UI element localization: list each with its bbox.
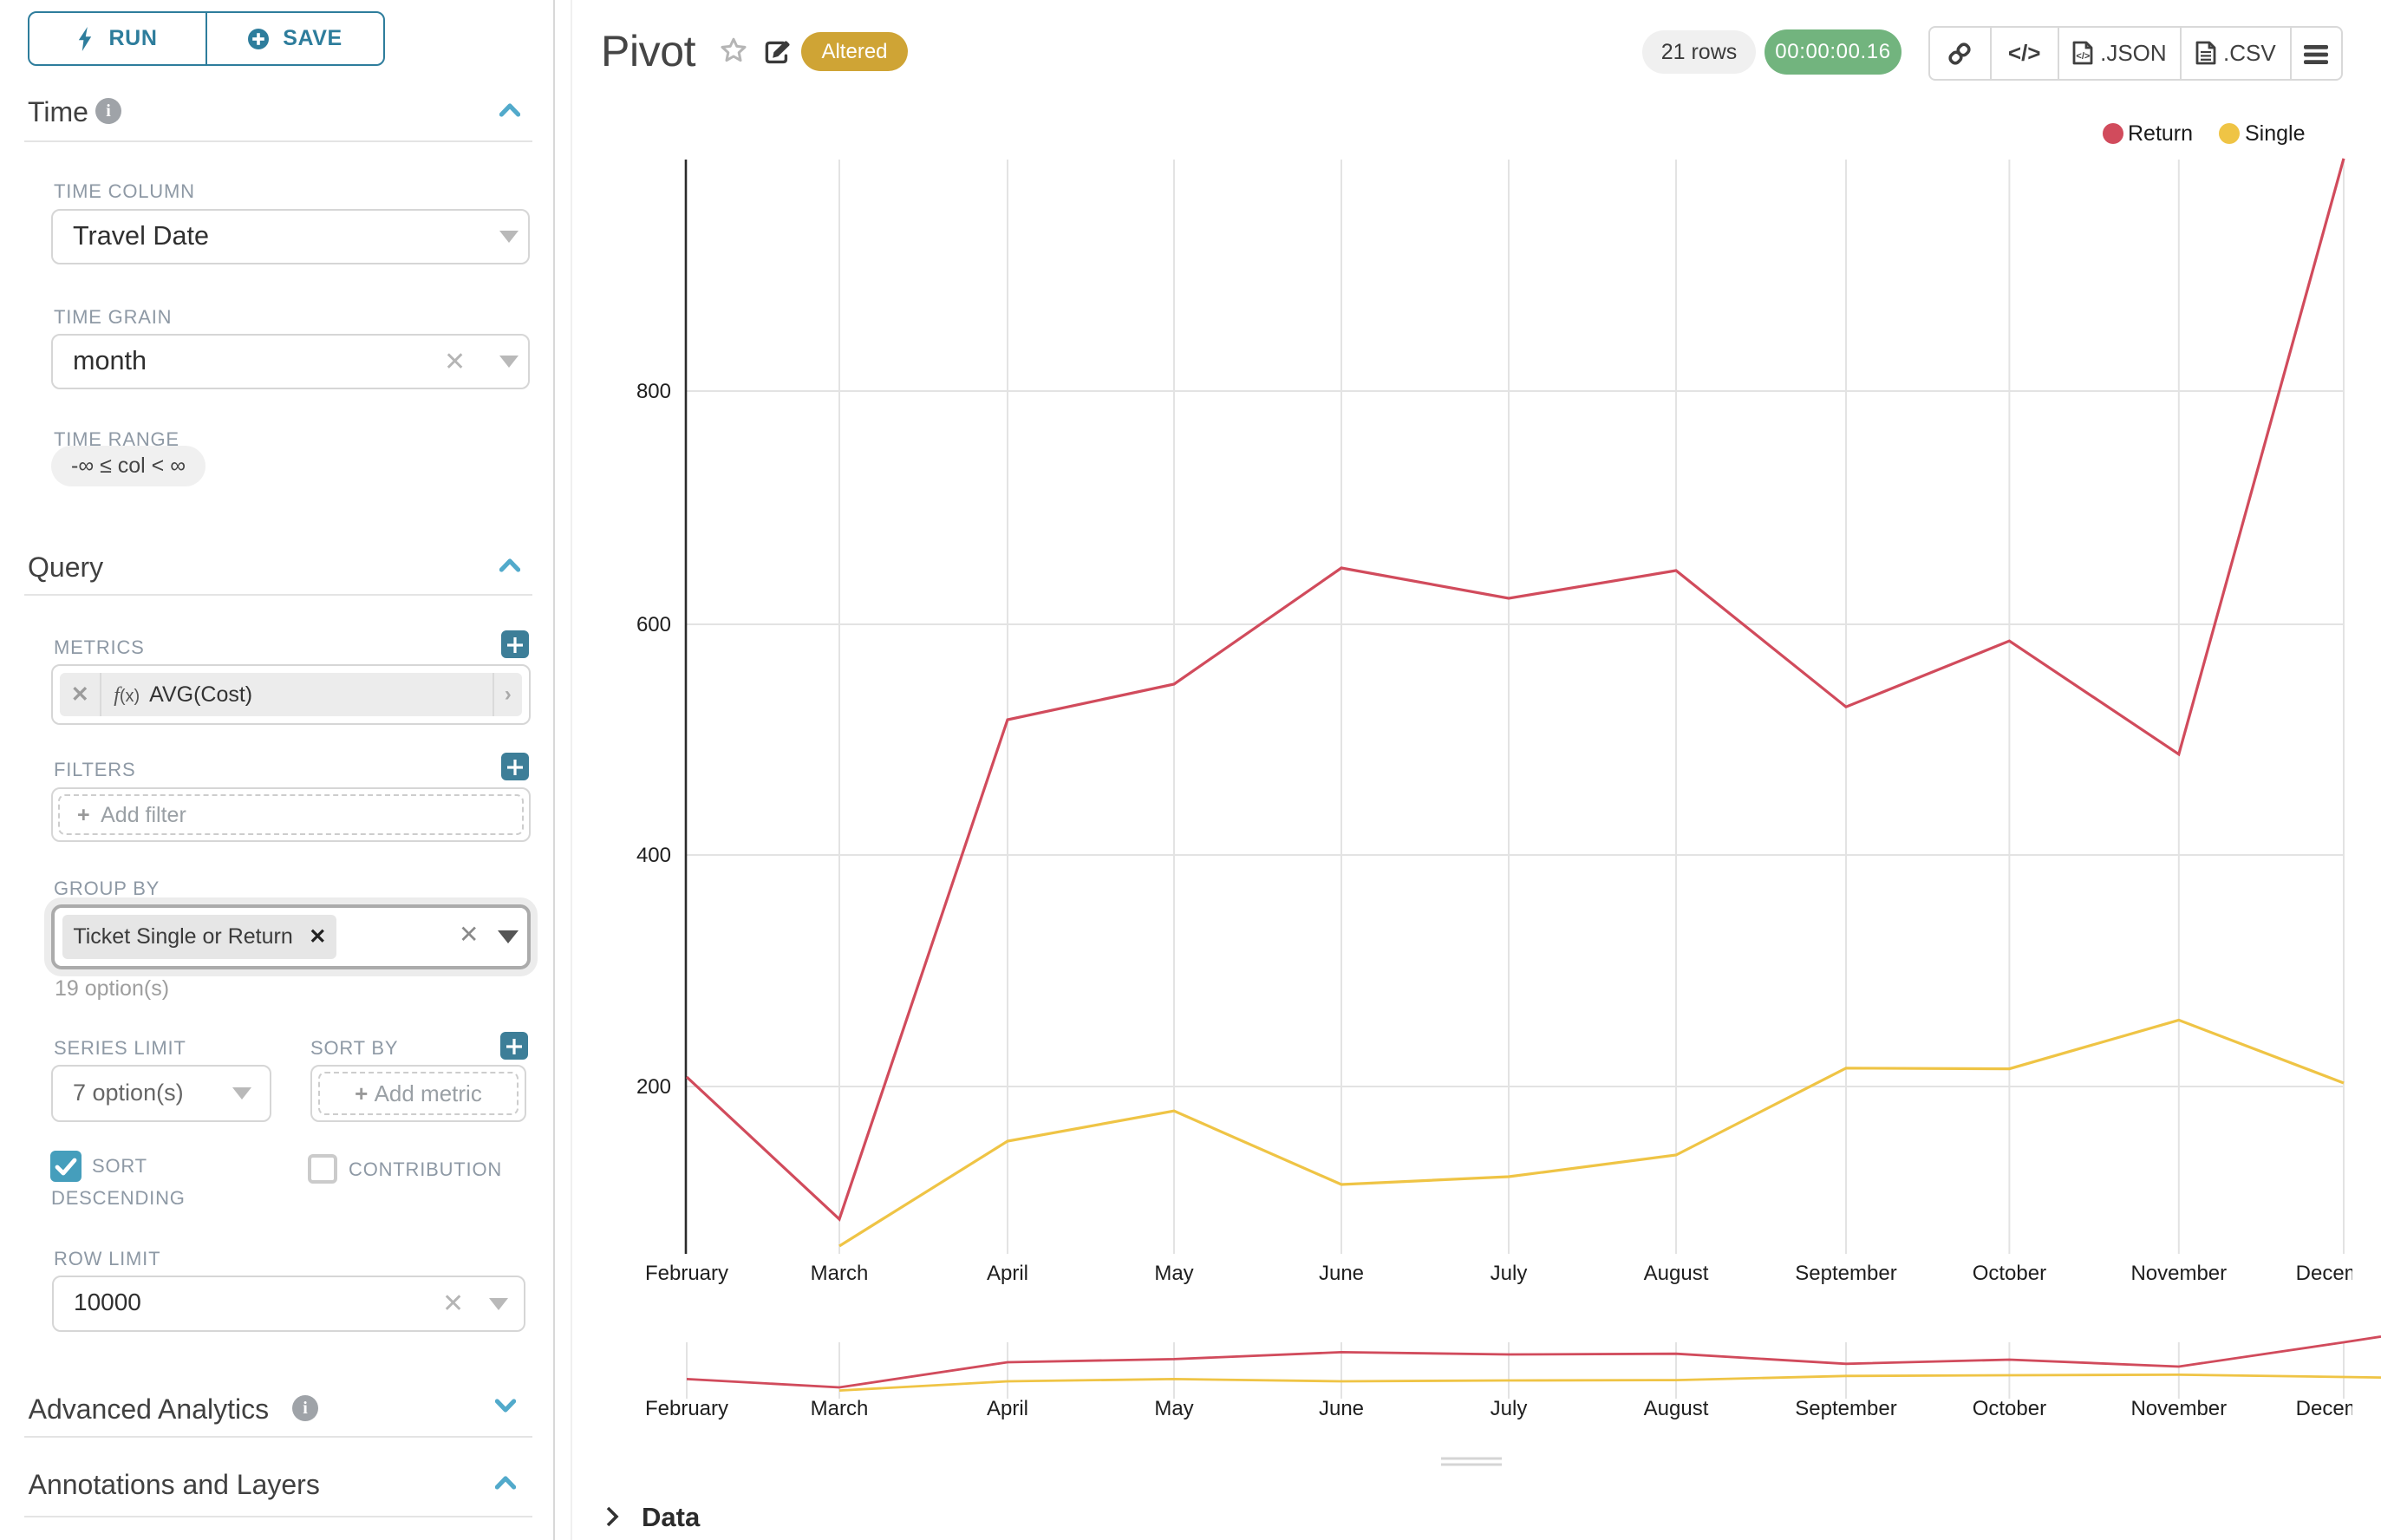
- svg-text:800: 800: [636, 380, 671, 403]
- svg-text:November: November: [2130, 1262, 2227, 1285]
- svg-text:June: June: [1319, 1397, 1364, 1420]
- svg-text:August: August: [1644, 1262, 1709, 1285]
- svg-text:August: August: [1644, 1397, 1709, 1420]
- svg-text:February: February: [645, 1262, 728, 1285]
- svg-text:September: September: [1795, 1397, 1896, 1420]
- svg-text:March: March: [811, 1262, 869, 1285]
- svg-text:200: 200: [636, 1075, 671, 1099]
- svg-text:October: October: [1973, 1397, 2046, 1420]
- svg-text:May: May: [1154, 1262, 1193, 1285]
- svg-text:April: April: [987, 1262, 1028, 1285]
- svg-text:March: March: [811, 1397, 869, 1420]
- svg-text:600: 600: [636, 613, 671, 636]
- svg-text:April: April: [987, 1397, 1028, 1420]
- svg-text:</>: </>: [2076, 51, 2090, 62]
- svg-text:July: July: [1491, 1397, 1528, 1420]
- svg-text:November: November: [2130, 1397, 2227, 1420]
- svg-text:December: December: [2296, 1262, 2381, 1285]
- svg-text:February: February: [645, 1397, 728, 1420]
- svg-text:400: 400: [636, 844, 671, 867]
- svg-text:September: September: [1795, 1262, 1896, 1285]
- svg-text:October: October: [1973, 1262, 2046, 1285]
- svg-text:December: December: [2296, 1397, 2381, 1420]
- svg-text:May: May: [1154, 1397, 1193, 1420]
- svg-text:July: July: [1491, 1262, 1528, 1285]
- svg-text:June: June: [1319, 1262, 1364, 1285]
